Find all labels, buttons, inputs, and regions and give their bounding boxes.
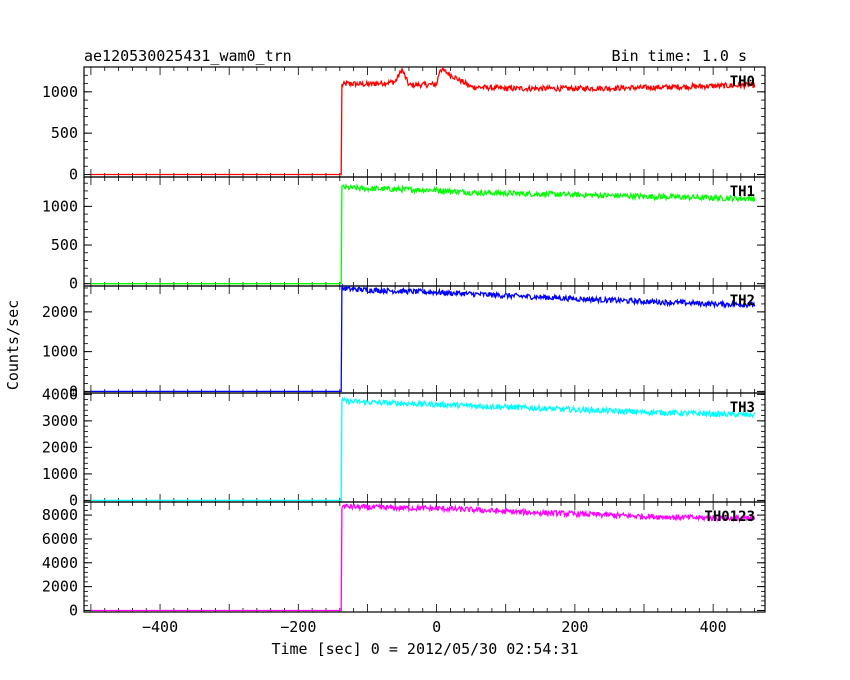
panel-label-th0123: TH0123: [704, 509, 755, 525]
series-th2-line: [90, 283, 756, 393]
y-axis-label: Counts/sec: [4, 300, 22, 390]
y-tick-label: 8000: [42, 506, 78, 524]
y-tick-label: 2000: [42, 303, 78, 321]
y-tick-label: 500: [51, 236, 78, 254]
y-tick-label: 2000: [42, 438, 78, 456]
panel-th2: 0 1000 2000 TH2: [42, 283, 766, 400]
panel-th0: 0 500 1000 TH0: [42, 65, 766, 184]
series-th0123-line: [90, 502, 756, 612]
x-tick-label: 200: [561, 618, 588, 636]
y-tick-label: 3000: [42, 412, 78, 430]
y-tick-label: 1000: [42, 343, 78, 361]
y-tick-label: 0: [69, 275, 78, 293]
x-tick-label: −200: [280, 618, 316, 636]
panel-label-th3: TH3: [730, 400, 755, 416]
panel-label-th2: TH2: [730, 293, 755, 309]
y-tick-label: 1000: [42, 83, 78, 101]
panels: 0 500 1000 TH0 0 500 1000 TH1 0 1000 2000 TH2 0 1000 2…: [42, 65, 766, 619]
chart-title: ae120530025431_wam0_trn: [84, 47, 292, 65]
y-tick-label: 4000: [42, 385, 78, 403]
panel-th3: 0 1000 2000 3000 4000 TH3: [42, 385, 766, 509]
x-tick-label: 0: [432, 618, 441, 636]
panel-label-th1: TH1: [730, 184, 755, 200]
x-axis-label: Time [sec] 0 = 2012/05/30 02:54:31: [271, 640, 578, 658]
y-tick-label: 6000: [42, 530, 78, 548]
y-tick-label: 0: [69, 382, 78, 400]
x-tick-label: −400: [142, 618, 178, 636]
panel-frame: [83, 176, 766, 287]
y-tick-label: 2000: [42, 578, 78, 596]
y-tick-label: 1000: [42, 197, 78, 215]
panel-frame: [83, 392, 766, 503]
panel-label-th0: TH0: [730, 74, 755, 90]
y-tick-label: 1000: [42, 465, 78, 483]
panel-frame: [83, 501, 766, 613]
series-th3-line: [90, 396, 756, 502]
y-tick-label: 0: [69, 601, 78, 619]
panel-th0123: 0 2000 4000 6000 8000 TH0123: [42, 501, 766, 619]
x-axis: −400 −200 0 200 400: [142, 618, 727, 636]
series-th1-line: [90, 182, 756, 285]
y-tick-label: 0: [69, 491, 78, 509]
y-tick-label: 4000: [42, 554, 78, 572]
x-tick-label: 400: [700, 618, 727, 636]
y-tick-label: 0: [69, 166, 78, 184]
y-tick-label: 500: [51, 124, 78, 142]
panel-th1: 0 500 1000 TH1: [42, 176, 766, 293]
series-th0-line: [90, 65, 756, 176]
bin-time-label: Bin time: 1.0 s: [612, 47, 747, 65]
